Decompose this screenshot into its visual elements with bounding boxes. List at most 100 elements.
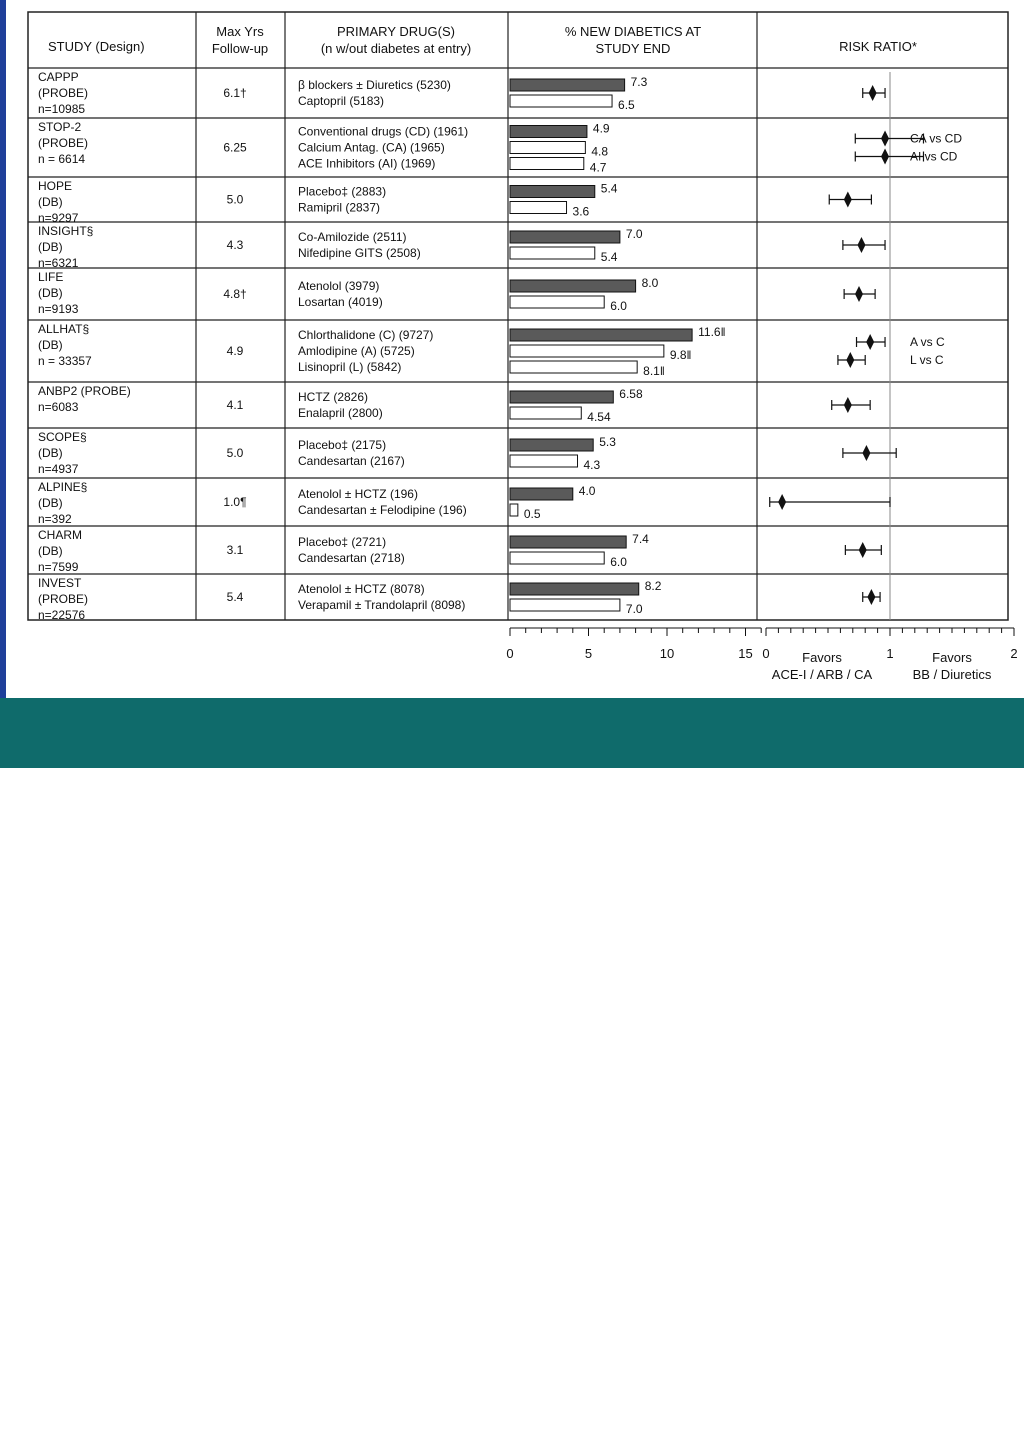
- bar-value-label: 7.0: [626, 602, 643, 616]
- study-name: (DB): [38, 286, 63, 300]
- bar-open: [509, 360, 638, 374]
- bar-filled: [509, 582, 640, 596]
- bar-value-label: 4.54: [587, 410, 611, 424]
- study-row: SCOPE§ (DB) n=4937 5.0 Placebo‡ (2175) 5.3 Can…: [38, 430, 897, 476]
- study-name: (DB): [38, 496, 63, 510]
- drug-label: β blockers ± Diuretics (5230): [298, 78, 451, 92]
- favors-right-label: BB / Diuretics: [913, 667, 992, 682]
- bar-value-label: 3.6: [573, 205, 590, 219]
- study-row: CAPPP (PROBE) n=10985 6.1† β blockers ± Diur…: [38, 70, 886, 116]
- header-study: STUDY (Design): [48, 39, 145, 54]
- rr-point-diamond: [862, 445, 871, 461]
- rr-point-diamond: [855, 286, 863, 302]
- study-name: ALPINE§: [38, 480, 87, 494]
- drug-label: Co-Amilozide (2511): [298, 230, 407, 244]
- drug-label: Losartan (4019): [298, 295, 383, 309]
- bar-value-label: 6.58: [619, 387, 643, 401]
- study-name: LIFE: [38, 270, 63, 284]
- follow-up-years: 5.4: [227, 590, 244, 604]
- study-name: CAPPP: [38, 70, 79, 84]
- rr-comparison-label: L vs C: [910, 353, 944, 367]
- follow-up-years: 4.1: [227, 398, 244, 412]
- study-name: (PROBE): [38, 136, 88, 150]
- rr-point-diamond: [846, 352, 855, 368]
- bar-value-label: 4.9: [593, 122, 610, 136]
- diabetes-trials-chart: STUDY (Design) Max Yrs Follow-up PRIMARY DR…: [27, 11, 1018, 682]
- drug-label: Nifedipine GITS (2508): [298, 246, 421, 260]
- drug-label: Candesartan (2167): [298, 454, 405, 468]
- bar-value-label: 4.8: [591, 145, 608, 159]
- bar-filled: [509, 185, 596, 198]
- bar-value-label: 6.0: [610, 555, 627, 569]
- study-row: ANBP2 (PROBE) n=6083 4.1 HCTZ (2826) 6.58 Ena…: [38, 384, 871, 424]
- bar-axis-tick-label: 10: [660, 646, 674, 661]
- follow-up-years: 4.8†: [223, 287, 246, 301]
- bar-open: [509, 94, 613, 108]
- bar-value-label: 11.6‖: [698, 325, 725, 339]
- study-name: CHARM: [38, 528, 82, 542]
- bar-value-label: 7.3: [631, 75, 648, 89]
- drug-label: HCTZ (2826): [298, 390, 368, 404]
- bar-filled: [509, 438, 594, 452]
- bar-open: [509, 141, 586, 154]
- footer-band: Pepine JACC 2005;44:509-512: [0, 698, 1024, 1454]
- bar-value-label: 7.0: [626, 227, 643, 241]
- bar-open: [509, 503, 519, 517]
- study-name: (PROBE): [38, 592, 88, 606]
- rr-comparison-label: AI vs CD: [910, 150, 958, 164]
- favors-right-label: Favors: [932, 650, 972, 665]
- bar-value-label: 6.5: [618, 98, 635, 112]
- chart-axes: 0 5 10 15 0 1 2 Favors ACE-I / ARB / CA Favors BB …: [506, 627, 1018, 682]
- bar-value-label: 8.1‖: [643, 364, 665, 378]
- header-pct: STUDY END: [596, 41, 671, 56]
- follow-up-years: 1.0¶: [223, 495, 246, 509]
- study-name: n=7599: [38, 560, 79, 574]
- study-name: n=10985: [38, 102, 85, 116]
- header-drug: (n w/out diabetes at entry): [321, 41, 471, 56]
- drug-label: Amlodipine (A) (5725): [298, 344, 415, 358]
- study-row: CHARM (DB) n=7599 3.1 Placebo‡ (2721) 7.4 Cand…: [38, 528, 882, 574]
- header-years: Follow-up: [212, 41, 268, 56]
- bar-value-label: 4.3: [584, 458, 601, 472]
- bar-value-label: 5.4: [601, 250, 618, 264]
- rr-point-diamond: [866, 334, 875, 350]
- follow-up-years: 3.1: [227, 543, 244, 557]
- drug-label: Chlorthalidone (C) (9727): [298, 328, 433, 342]
- bar-value-label: 5.3: [599, 435, 616, 449]
- study-row: HOPE (DB) n=9297 5.0 Placebo‡ (2883) 5.4 Ramip…: [38, 179, 873, 225]
- rr-axis-tick-label: 2: [1010, 646, 1017, 661]
- study-name: (PROBE): [38, 86, 88, 100]
- bar-filled: [509, 328, 693, 342]
- study-name: INSIGHT§: [38, 224, 93, 238]
- rr-point-diamond: [867, 589, 876, 605]
- bar-filled: [509, 487, 574, 501]
- bar-filled: [509, 125, 588, 138]
- bar-filled: [509, 390, 614, 404]
- bar-axis-tick-label: 15: [738, 646, 752, 661]
- follow-up-years: 6.25: [223, 141, 247, 155]
- study-row: INVEST (PROBE) n=22576 5.4 Atenolol ± HCTZ (…: [38, 576, 881, 622]
- drug-label: Candesartan ± Felodipine (196): [298, 503, 467, 517]
- drug-label: Enalapril (2800): [298, 406, 383, 420]
- drug-label: Verapamil ± Trandolapril (8098): [298, 598, 465, 612]
- drug-label: Lisinopril (L) (5842): [298, 360, 401, 374]
- study-name: (DB): [38, 544, 63, 558]
- bar-open: [509, 246, 596, 260]
- rr-comparison-label: CA vs CD: [910, 132, 962, 146]
- bar-open: [509, 201, 568, 214]
- column-headers: STUDY (Design) Max Yrs Follow-up PRIMARY DR…: [48, 24, 917, 56]
- bar-open: [509, 598, 621, 612]
- citation-text: Pepine JACC 2005;44:509-512: [724, 1430, 988, 1454]
- drug-label: Candesartan (2718): [298, 551, 405, 565]
- study-row: INSIGHT§ (DB) n=6321 4.3 Co-Amilozide (2511)…: [38, 224, 886, 270]
- study-row: ALLHAT§ (DB) n = 33357 4.9 Chlorthalidone (C…: [38, 322, 945, 378]
- study-name: n = 33357: [38, 354, 92, 368]
- study-name: (DB): [38, 240, 63, 254]
- rr-axis-tick-label: 1: [886, 646, 893, 661]
- study-row: LIFE (DB) n=9193 4.8† Atenolol (3979) 8.0 Losa…: [38, 270, 876, 316]
- drug-label: ACE Inhibitors (AI) (1969): [298, 157, 435, 171]
- study-name: n=9193: [38, 302, 79, 316]
- bar-open: [509, 295, 605, 309]
- rr-point-diamond: [843, 397, 852, 413]
- table-frame: [27, 11, 1009, 621]
